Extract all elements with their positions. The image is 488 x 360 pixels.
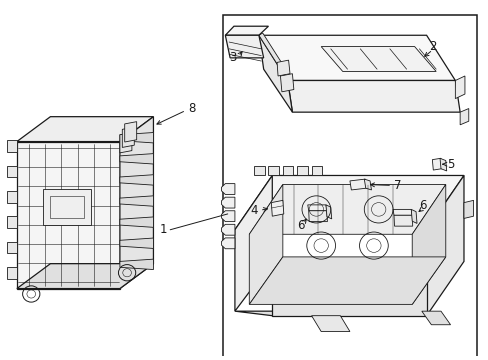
Polygon shape [392, 210, 411, 215]
Polygon shape [7, 140, 17, 152]
Text: 7: 7 [393, 179, 401, 192]
Polygon shape [17, 264, 153, 289]
Polygon shape [282, 166, 293, 175]
Polygon shape [7, 191, 17, 203]
Text: 1: 1 [159, 223, 166, 236]
Polygon shape [122, 127, 134, 148]
Polygon shape [308, 211, 327, 222]
Polygon shape [297, 166, 307, 175]
Text: 8: 8 [188, 102, 195, 115]
Polygon shape [268, 166, 279, 175]
Polygon shape [311, 166, 322, 175]
Polygon shape [439, 158, 446, 171]
Polygon shape [120, 132, 132, 153]
Polygon shape [7, 267, 17, 279]
Polygon shape [120, 217, 153, 228]
Text: 4: 4 [250, 204, 257, 217]
Polygon shape [254, 166, 264, 175]
Polygon shape [234, 311, 426, 316]
Polygon shape [463, 201, 472, 219]
Text: 6: 6 [418, 199, 426, 212]
Polygon shape [410, 210, 416, 224]
Polygon shape [411, 185, 445, 305]
Polygon shape [120, 259, 153, 270]
Polygon shape [249, 257, 445, 305]
Polygon shape [221, 238, 234, 249]
Polygon shape [249, 185, 282, 305]
Polygon shape [120, 175, 153, 185]
Polygon shape [258, 35, 292, 112]
Polygon shape [426, 175, 463, 316]
Polygon shape [431, 158, 441, 170]
Polygon shape [120, 196, 153, 206]
Polygon shape [120, 154, 153, 164]
Polygon shape [421, 311, 449, 325]
Polygon shape [234, 175, 463, 230]
Polygon shape [17, 117, 153, 141]
Polygon shape [280, 74, 293, 92]
Polygon shape [7, 216, 17, 228]
Polygon shape [307, 205, 326, 211]
Polygon shape [221, 197, 234, 208]
Polygon shape [393, 215, 412, 226]
Polygon shape [43, 189, 91, 225]
Polygon shape [277, 60, 289, 76]
Polygon shape [249, 185, 445, 234]
Polygon shape [287, 81, 459, 112]
Polygon shape [17, 141, 120, 289]
Polygon shape [311, 316, 349, 332]
Polygon shape [120, 238, 153, 248]
Polygon shape [258, 35, 454, 81]
Bar [223, 15, 476, 360]
Text: 3: 3 [229, 51, 236, 64]
Polygon shape [225, 26, 268, 35]
Polygon shape [120, 117, 153, 289]
Polygon shape [221, 184, 234, 194]
Polygon shape [325, 205, 331, 219]
Polygon shape [221, 211, 234, 222]
Polygon shape [349, 179, 366, 190]
Polygon shape [7, 242, 17, 253]
Polygon shape [124, 122, 137, 142]
Polygon shape [120, 132, 153, 143]
Polygon shape [221, 224, 234, 235]
Polygon shape [364, 179, 371, 190]
Polygon shape [7, 166, 17, 177]
Polygon shape [459, 108, 468, 125]
Polygon shape [454, 76, 464, 99]
Polygon shape [271, 201, 283, 216]
Text: 5: 5 [446, 158, 453, 171]
Polygon shape [321, 46, 435, 71]
Polygon shape [234, 175, 272, 311]
Polygon shape [272, 261, 426, 316]
Text: 6: 6 [297, 219, 304, 232]
Text: 2: 2 [428, 40, 436, 53]
Polygon shape [258, 33, 291, 81]
Polygon shape [225, 35, 263, 58]
